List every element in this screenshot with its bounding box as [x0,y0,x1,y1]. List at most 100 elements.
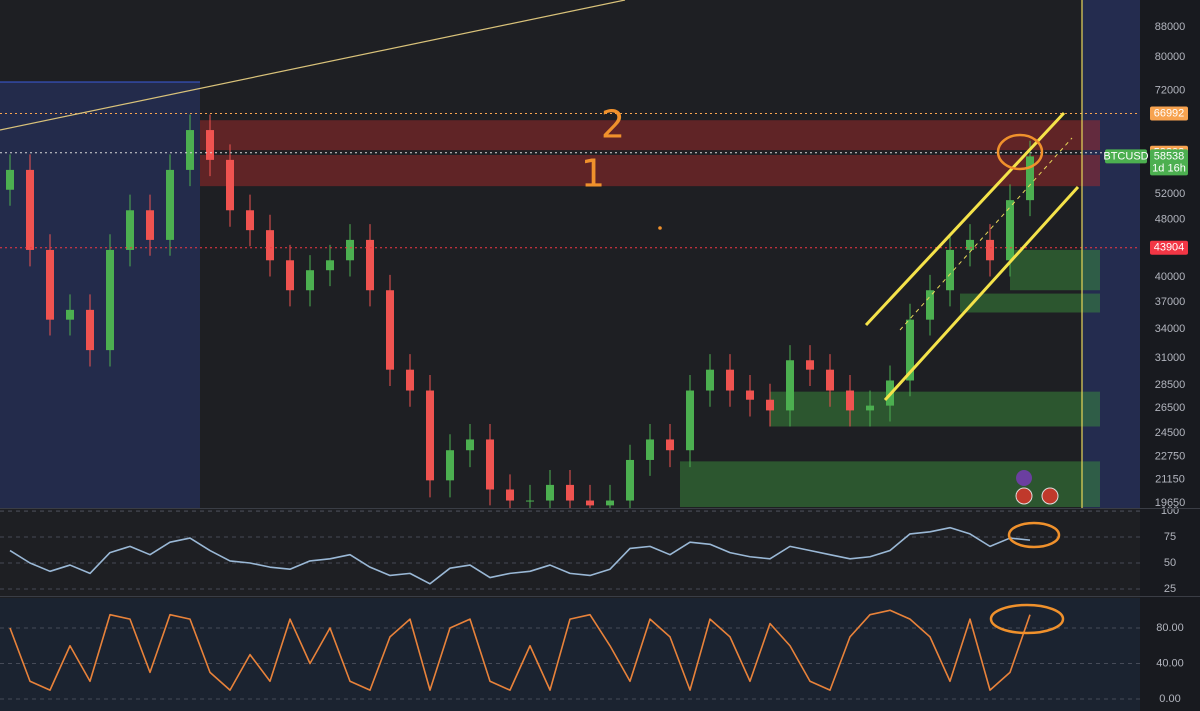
y-tick-label: 28500 [1155,379,1186,391]
candle-body [6,169,14,190]
candle-body [406,369,414,391]
event-icon [1015,487,1033,505]
candle-body [526,500,534,502]
event-icon [1041,487,1059,505]
y-tick-label: 25 [1164,583,1176,595]
stoch-panel [0,609,1140,700]
channel-line [883,185,1080,402]
candle-body [426,390,434,481]
y-tick-label: 26500 [1155,402,1186,414]
zone [1010,249,1100,291]
symbol-label: BTCUSD [1103,150,1148,162]
y-tick-label: 40.00 [1156,657,1184,669]
countdown: 1d 16h [1152,162,1186,174]
candle-body [86,309,94,351]
candle-body [66,309,74,320]
y-tick-label: 21150 [1155,474,1185,486]
candle-body [726,369,734,391]
candle-body [806,360,814,370]
candle-body [46,249,54,320]
candle-body [466,439,474,451]
candle-body [326,260,334,271]
candle-body [266,230,274,261]
indicator-line [9,526,1031,585]
y-tick-label: 80000 [1155,51,1186,63]
candle-body [646,439,654,460]
y-tick-label: 19650 [1155,497,1186,509]
candle-body [106,249,114,351]
y-tick-label: 34000 [1155,323,1186,335]
y-tick-label: 37000 [1155,296,1186,308]
candle-body [1006,200,1014,261]
candle-body [566,484,574,501]
candle-body [586,500,594,506]
candle-body [766,399,774,411]
highlight-circle [996,133,1044,171]
annotation-layer: 2 1 [0,0,1200,635]
level-label-bg [1150,240,1188,255]
candle-body [1026,156,1034,201]
channel-mid [899,137,1073,331]
candle-body [706,369,714,391]
zone [200,120,1100,151]
candle-body [126,210,134,250]
candle-body [226,159,234,211]
candle-body [866,405,874,411]
rsi-panel [0,510,1140,590]
last-price: 58538 [1154,150,1185,162]
candle-body [26,169,34,250]
zone [680,461,1100,508]
y-tick-label: 88000 [1155,21,1186,33]
annotation-text: 2 [601,103,625,147]
y-tick-label: 22750 [1155,450,1186,462]
y-tick-label: 31000 [1155,352,1186,364]
candle-body [986,239,994,261]
candle-body [906,319,914,381]
zone [200,154,1100,187]
candle-body [146,210,154,240]
candle-body [506,489,514,501]
candle-body [606,500,614,506]
trend-line [0,0,626,131]
candle-body [746,390,754,400]
y-tick-label: 48000 [1155,213,1186,225]
candle-body [826,369,834,391]
candle-body [486,439,494,490]
candle-body [206,130,214,160]
y-tick-label: 72000 [1155,85,1186,97]
event-icon [1016,470,1032,486]
candle-body [346,239,354,261]
y-tick-label: 80.00 [1156,622,1184,634]
level-label-bg [1150,106,1188,121]
candle-body [546,484,554,501]
y-tick-label: 75 [1164,531,1176,543]
candle-body [446,450,454,481]
y-tick-label: 24500 [1155,427,1186,439]
candle-body [946,249,954,291]
candle-body [786,360,794,411]
highlight-circle [1007,521,1061,549]
shaded-range [0,82,200,508]
indicator-line [9,609,1031,691]
y-tick-label: 100 [1161,505,1179,517]
level-label: 66992 [1154,107,1185,119]
level-label: 43904 [1154,242,1185,254]
candle-body [286,260,294,291]
candle-body [926,290,934,320]
candle-body [966,239,974,250]
channel-line [864,111,1066,327]
candle-body [366,239,374,291]
y-tick-label: 52000 [1155,188,1186,200]
stoch-panel-bg [0,598,1140,711]
highlight-circle [989,603,1065,635]
candle-body [386,290,394,370]
main-panel [0,113,1140,508]
candle-body [246,210,254,231]
candle-body [626,459,634,501]
y-tick-label: 0.00 [1159,693,1180,705]
symbol-label-bg [1105,149,1147,164]
candle-body [686,390,694,451]
candle-body [666,439,674,451]
